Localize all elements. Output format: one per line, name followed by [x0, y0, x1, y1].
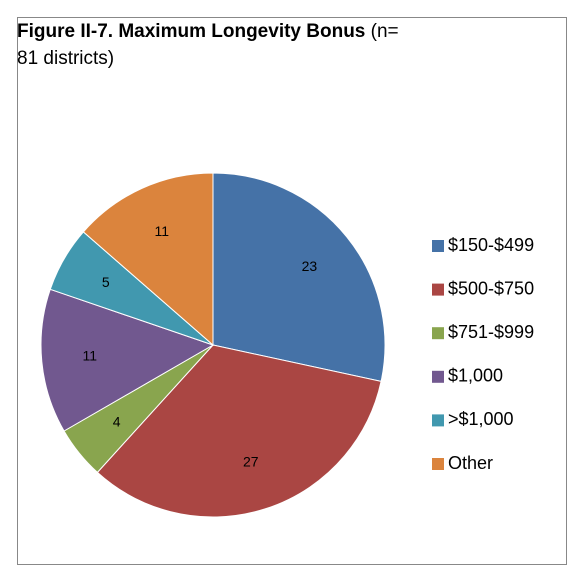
legend-label: $150-$499	[448, 235, 534, 255]
data-label: 5	[102, 274, 110, 290]
heading: Figure II-7. Maximum Longevity Bonus (n=…	[17, 18, 417, 72]
legend-label: $500-$750	[448, 278, 534, 298]
legend-swatch	[432, 283, 444, 296]
chart-frame	[17, 17, 567, 565]
legend-label: $751-$999	[448, 322, 534, 342]
legend-label: $1,000	[448, 366, 503, 386]
legend-swatch	[432, 370, 444, 383]
pie-slice	[96, 344, 382, 518]
data-label: 23	[302, 258, 318, 274]
data-label: 4	[113, 413, 121, 429]
chart-subtitle: (n= 81 districts)	[17, 21, 399, 69]
data-label: 27	[243, 454, 259, 470]
legend-swatch	[432, 240, 444, 252]
legend-swatch	[432, 458, 444, 470]
legend-label: Other	[448, 453, 493, 473]
pie-slice	[82, 172, 214, 347]
pie-slice	[212, 172, 386, 383]
legend-label: >$1,000	[448, 409, 514, 429]
legend-swatch	[432, 414, 444, 427]
legend-swatch	[432, 327, 444, 340]
pie-slice	[40, 288, 215, 432]
chart-title: Figure II-7. Maximum Longevity Bonus	[17, 21, 366, 42]
data-label: 11	[82, 348, 97, 364]
data-label: 11	[154, 223, 169, 239]
